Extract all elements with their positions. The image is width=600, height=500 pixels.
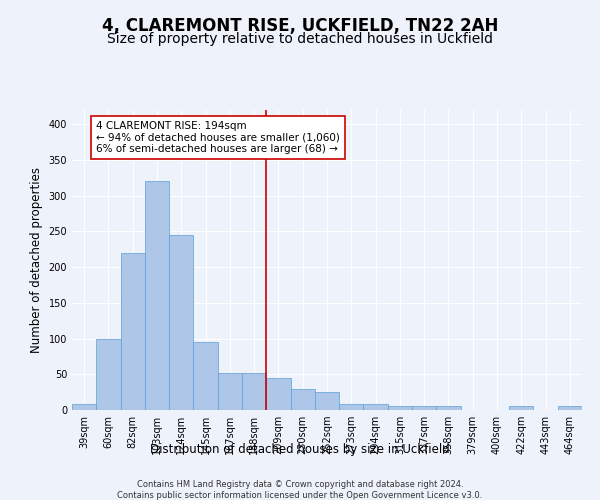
Text: Contains public sector information licensed under the Open Government Licence v3: Contains public sector information licen… bbox=[118, 491, 482, 500]
Bar bbox=[242, 373, 266, 410]
Bar bbox=[169, 235, 193, 410]
Text: Distribution of detached houses by size in Uckfield: Distribution of detached houses by size … bbox=[150, 442, 450, 456]
Bar bbox=[436, 406, 461, 410]
Bar bbox=[388, 406, 412, 410]
Bar bbox=[266, 378, 290, 410]
Bar bbox=[315, 392, 339, 410]
Text: Contains HM Land Registry data © Crown copyright and database right 2024.: Contains HM Land Registry data © Crown c… bbox=[137, 480, 463, 489]
Bar bbox=[121, 253, 145, 410]
Bar bbox=[218, 373, 242, 410]
Bar bbox=[290, 388, 315, 410]
Text: 4, CLAREMONT RISE, UCKFIELD, TN22 2AH: 4, CLAREMONT RISE, UCKFIELD, TN22 2AH bbox=[102, 18, 498, 36]
Bar bbox=[72, 404, 96, 410]
Bar bbox=[558, 406, 582, 410]
Bar bbox=[96, 338, 121, 410]
Y-axis label: Number of detached properties: Number of detached properties bbox=[30, 167, 43, 353]
Bar bbox=[145, 182, 169, 410]
Bar bbox=[509, 406, 533, 410]
Text: Size of property relative to detached houses in Uckfield: Size of property relative to detached ho… bbox=[107, 32, 493, 46]
Bar bbox=[193, 342, 218, 410]
Bar bbox=[339, 404, 364, 410]
Bar bbox=[364, 404, 388, 410]
Text: 4 CLAREMONT RISE: 194sqm
← 94% of detached houses are smaller (1,060)
6% of semi: 4 CLAREMONT RISE: 194sqm ← 94% of detach… bbox=[96, 120, 340, 154]
Bar bbox=[412, 406, 436, 410]
